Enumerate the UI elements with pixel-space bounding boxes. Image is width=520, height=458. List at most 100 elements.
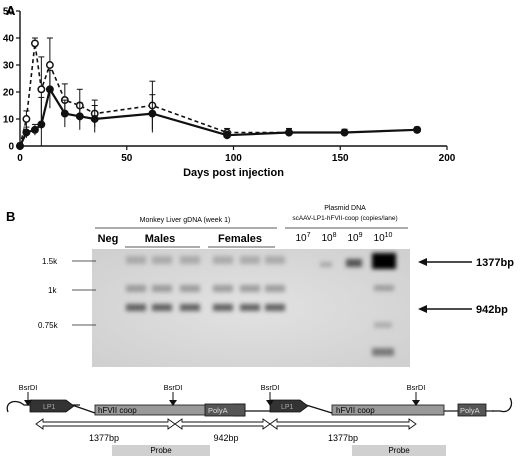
probe-1: Probe	[112, 445, 210, 456]
probe-2: Probe	[352, 445, 446, 456]
svg-text:109: 109	[347, 232, 362, 244]
svg-text:1377bp: 1377bp	[89, 433, 119, 443]
plasmid-lane-2-exp: 8	[333, 232, 337, 239]
y-tick-label-3: 30	[3, 61, 15, 72]
data-point	[90, 115, 99, 123]
data-point	[37, 120, 46, 129]
svg-text:942bp: 942bp	[213, 433, 238, 443]
plasmid-lane-1-exp: 7	[307, 232, 311, 239]
data-point	[45, 61, 54, 69]
x-tick-label-2: 100	[225, 153, 242, 164]
panel-a-label: A	[6, 3, 16, 18]
data-point	[37, 85, 46, 94]
svg-text:1377bp: 1377bp	[476, 257, 514, 269]
plasmid-lane-4-base: 10	[374, 233, 386, 244]
svg-text:107: 107	[295, 232, 310, 244]
panel-a: A 0 10 20 30 40 50 0 50 100 150 200 Days post injec…	[3, 3, 456, 180]
y-tick-label-0: 0	[8, 142, 14, 153]
svg-text:Probe: Probe	[388, 446, 410, 455]
lane-label-males: Males	[145, 233, 176, 245]
bsrdi-site-3: BsrDI	[261, 383, 280, 406]
y-tick-label-1: 10	[3, 115, 15, 126]
svg-text:BsrDI: BsrDI	[164, 383, 183, 392]
svg-text:0.75k: 0.75k	[38, 321, 59, 330]
plasmid-lane-3-base: 10	[347, 233, 359, 244]
y-tick-label-4: 40	[3, 34, 15, 45]
svg-text:PolyA: PolyA	[208, 406, 228, 415]
data-point	[223, 131, 232, 140]
bsrdi-site-2: BsrDI	[164, 383, 183, 406]
plasmid-lane-3: 109	[347, 232, 362, 244]
x-tick-label-1: 50	[121, 153, 133, 164]
size-marker-1-5k: 1.5k	[42, 257, 96, 266]
data-point	[30, 39, 39, 48]
x-tick-label-4: 200	[439, 153, 456, 164]
bsrdi-site-1: BsrDI	[19, 383, 38, 406]
map-element-hfvii-coop-2: hFVII coop	[331, 404, 445, 416]
itr-left-icon	[6, 400, 38, 413]
size-marker-0-75k: 0.75k	[38, 321, 96, 330]
x-tick-label-0: 0	[17, 153, 23, 164]
plasmid-lane-3-exp: 9	[359, 232, 363, 239]
panel-b: B Monkey Liver gDNA (week 1) Plasmid DNA…	[6, 205, 514, 456]
data-point	[285, 128, 293, 137]
data-point	[22, 115, 31, 123]
data-point	[30, 125, 39, 134]
gel-header-right-line1: Plasmid DNA	[324, 205, 366, 212]
gel-header-right-line2: scAAV-LP1-hFVII-coop (copies/lane)	[292, 215, 397, 222]
svg-text:Probe: Probe	[150, 446, 172, 455]
bsrdi-site-4: BsrDI	[407, 383, 425, 406]
series-2	[16, 69, 422, 150]
y-tick-label-5: 50	[3, 7, 15, 18]
gel-header-left: Monkey Liver gDNA (week 1)	[140, 217, 231, 224]
panel-b-label: B	[6, 209, 15, 224]
vector-map: LP1 hFVII coop PolyA LP1 hFVII coop	[6, 383, 513, 456]
svg-text:1k: 1k	[48, 286, 57, 295]
map-element-lp1-1: LP1	[29, 399, 75, 413]
map-element-hfvii-coop-1: hFVII coop	[94, 404, 209, 416]
y-tick-label-2: 20	[3, 88, 15, 99]
svg-text:hFVII coop: hFVII coop	[336, 406, 375, 415]
southern-blot-gel	[92, 249, 410, 367]
svg-text:BsrDI: BsrDI	[19, 383, 38, 392]
lane-label-neg: Neg	[98, 233, 119, 245]
svg-text:LP1: LP1	[43, 404, 56, 411]
svg-text:LP1: LP1	[281, 404, 294, 411]
gel-1377bp-bands	[126, 285, 285, 292]
gel-942bp-bands	[126, 304, 285, 311]
data-point	[148, 109, 157, 118]
svg-text:942bp: 942bp	[476, 304, 508, 316]
svg-text:108: 108	[321, 232, 336, 244]
x-tick-label-3: 150	[332, 153, 349, 164]
data-point	[60, 109, 69, 118]
plasmid-lane-1-base: 10	[295, 233, 307, 244]
line-chart: 0 10 20 30 40 50 0 50 100 150 200 Days post injecti…	[3, 7, 456, 180]
fragment-1377bp-right: 1377bp	[269, 418, 417, 443]
itr-right-icon	[492, 397, 513, 413]
plasmid-lane-4-exp: 10	[385, 232, 393, 239]
svg-text:1.5k: 1.5k	[42, 257, 58, 266]
data-point	[413, 125, 422, 134]
data-point	[45, 85, 54, 94]
svg-text:1377bp: 1377bp	[328, 433, 358, 443]
svg-text:PolyA: PolyA	[460, 406, 480, 415]
lane-label-females: Females	[218, 233, 262, 245]
plasmid-lane-1: 107	[295, 232, 310, 244]
fragment-1377bp-left: 1377bp	[35, 418, 176, 443]
plasmid-lane-2-base: 10	[321, 233, 333, 244]
size-marker-1k: 1k	[48, 286, 96, 295]
gel-plasmid-bands	[320, 253, 396, 356]
data-point	[16, 142, 24, 150]
map-element-polya-2: PolyA	[457, 403, 487, 417]
data-point	[75, 112, 84, 121]
gel-top-bands	[126, 256, 285, 264]
data-point	[22, 128, 31, 137]
svg-text:hFVII coop: hFVII coop	[98, 406, 137, 415]
band-942bp-callout: 942bp	[418, 304, 508, 316]
plasmid-lane-2: 108	[321, 232, 336, 244]
fragment-942bp: 942bp	[174, 418, 271, 443]
map-element-polya-1: PolyA	[204, 403, 246, 417]
plasmid-lane-4: 1010	[374, 232, 393, 244]
svg-text:BsrDI: BsrDI	[261, 383, 280, 392]
